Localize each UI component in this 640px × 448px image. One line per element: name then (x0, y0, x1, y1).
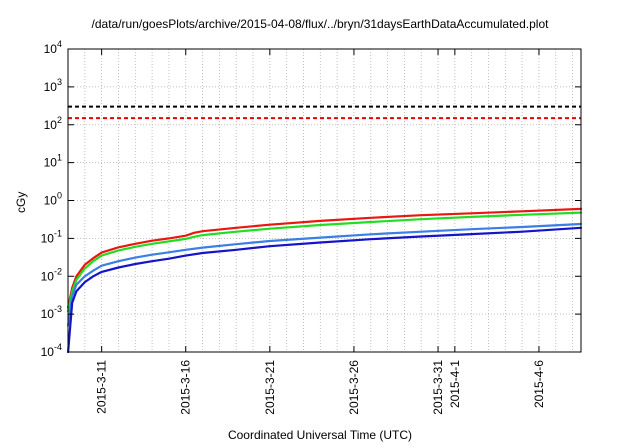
x-tick-label: 2015-3-16 (179, 360, 193, 415)
y-tick-exponent: 1 (57, 153, 62, 163)
y-tick-label: 10-4 (41, 342, 62, 359)
y-tick-label: 101 (44, 153, 62, 170)
series-line (66, 226, 583, 354)
x-tick-label: 2015-4-1 (448, 360, 462, 408)
y-tick-exponent: -4 (54, 342, 62, 352)
y-tick-label: 100 (44, 191, 62, 208)
x-tick-label: 2015-3-11 (95, 360, 109, 414)
y-tick-label: 10-2 (41, 266, 62, 283)
x-tick-label: 2015-3-21 (263, 360, 277, 415)
y-tick-label: 10-3 (41, 304, 62, 321)
grid (68, 49, 581, 352)
y-tick-exponent: 2 (57, 115, 62, 125)
y-tick-exponent: 3 (57, 77, 62, 87)
series-line (66, 222, 583, 327)
series-lines (66, 207, 583, 354)
y-tick-exponent: -3 (54, 304, 62, 314)
y-tick-exponent: -1 (54, 228, 62, 238)
y-tick-label: 102 (44, 115, 62, 132)
x-tick-label: 2015-3-26 (347, 360, 361, 415)
plot-frame (67, 48, 582, 353)
y-tick-label: 10-1 (41, 228, 62, 245)
x-tick-label: 2015-4-6 (532, 360, 546, 408)
y-tick-exponent: -2 (54, 266, 62, 276)
x-axis-label: Coordinated Universal Time (UTC) (227, 428, 413, 442)
x-tick-label: 2015-3-31 (431, 360, 445, 415)
axis-ticks: 10-410-310-210-11001011021031042015-3-11… (41, 39, 581, 415)
series-line (66, 207, 583, 309)
y-tick-label: 103 (44, 77, 62, 94)
chart-title: /data/run/goesPlots/archive/2015-04-08/f… (91, 17, 549, 31)
y-tick-exponent: 0 (57, 191, 62, 201)
y-tick-label: 104 (44, 39, 62, 56)
reference-lines (68, 105, 581, 120)
y-tick-exponent: 4 (57, 39, 62, 49)
series-line (66, 211, 583, 313)
